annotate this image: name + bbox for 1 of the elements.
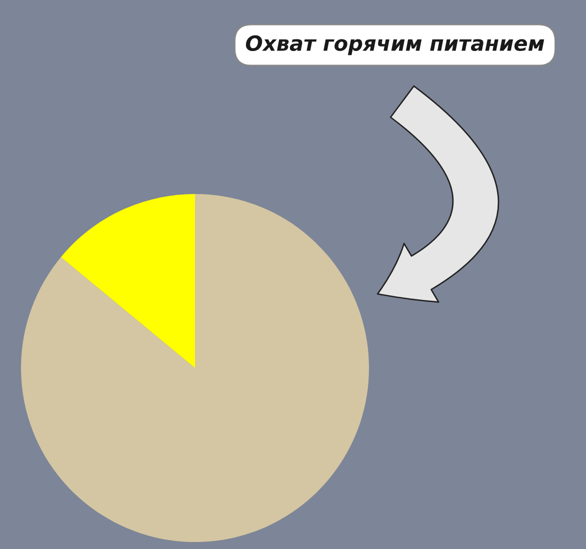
- chart-title: Охват горячим питанием: [246, 35, 544, 56]
